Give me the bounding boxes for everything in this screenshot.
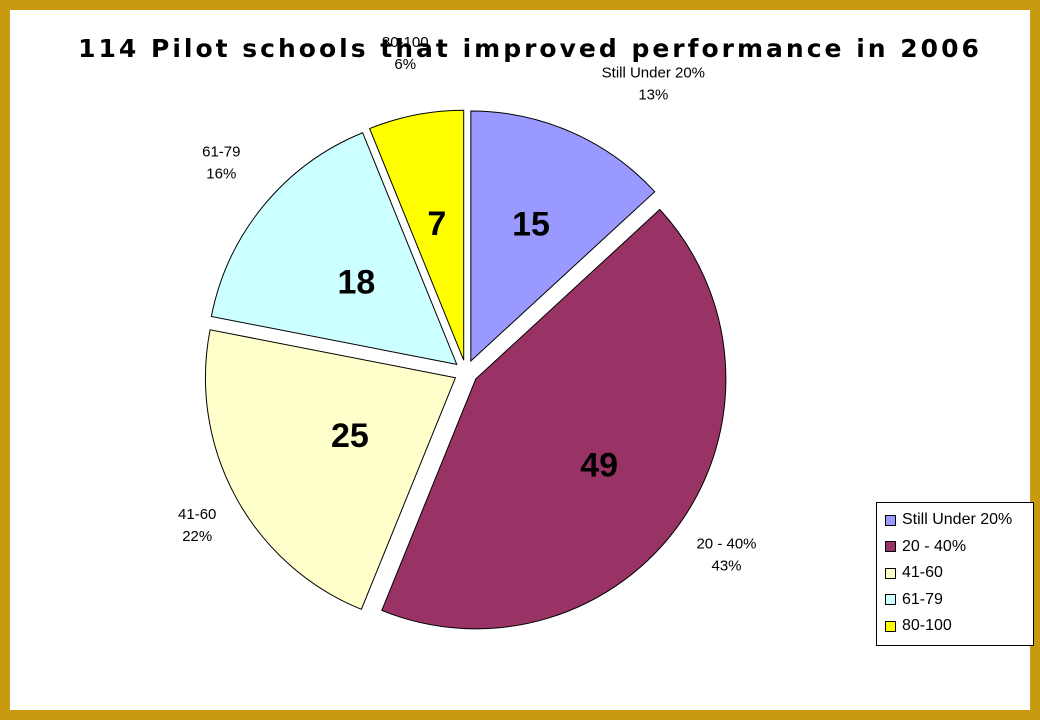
chart-legend: Still Under 20% 20 - 40% 41-60 61-79 80-… — [876, 502, 1034, 646]
slice-percent-label: 13% — [638, 87, 668, 104]
legend-item: 20 - 40% — [885, 534, 1033, 561]
chart-title: 114 Pilot schools that improved performa… — [78, 34, 982, 63]
pie-slice — [204, 329, 457, 610]
legend-label: 41-60 — [902, 564, 943, 582]
pie-slice — [470, 110, 656, 363]
slice-value-label: 7 — [427, 205, 446, 243]
legend-label: 20 - 40% — [902, 537, 967, 555]
slice-category-label: 20 - 40% — [696, 536, 756, 553]
slice-percent-label: 16% — [206, 165, 236, 182]
slice-value-label: 49 — [580, 446, 618, 484]
pie-chart: 15 Still Under 20% 13% 49 20 - 40% 43% 25 41-60… — [178, 34, 757, 630]
pie-slice — [381, 208, 727, 630]
legend-label: 61-79 — [902, 590, 943, 608]
legend-item: Still Under 20% — [885, 507, 1033, 534]
legend-item: 61-79 — [885, 587, 1033, 614]
pie-slice-group: 15 — [470, 110, 656, 363]
legend-swatch — [885, 514, 896, 526]
slice-percent-label: 6% — [394, 56, 416, 73]
slice-category-label: 80-100 — [382, 34, 429, 51]
pie-slice-group: 18 — [210, 132, 458, 366]
legend-swatch — [885, 620, 896, 632]
legend-label: Still Under 20% — [902, 511, 1013, 529]
legend-item: 41-60 — [885, 560, 1033, 587]
slice-value-label: 15 — [512, 206, 550, 244]
slice-percent-label: 43% — [711, 558, 741, 575]
legend-swatch — [885, 541, 896, 553]
slice-category-label: Still Under 20% — [602, 65, 705, 82]
pie-slice-group: 25 — [204, 329, 457, 610]
slice-category-label: 61-79 — [202, 143, 240, 160]
pie-slice — [368, 109, 465, 361]
slice-category-label: 41-60 — [178, 506, 216, 523]
slice-percent-label: 22% — [182, 528, 212, 545]
pie-slice — [210, 132, 458, 366]
pie-slice-group: 49 — [381, 208, 727, 630]
legend-item: 80-100 — [885, 613, 1033, 640]
legend-swatch — [885, 594, 896, 606]
legend-swatch — [885, 567, 896, 579]
legend-label: 80-100 — [902, 617, 952, 635]
pie-slice-group: 7 — [368, 109, 465, 361]
slice-value-label: 25 — [331, 417, 369, 455]
slice-value-label: 18 — [337, 264, 375, 302]
